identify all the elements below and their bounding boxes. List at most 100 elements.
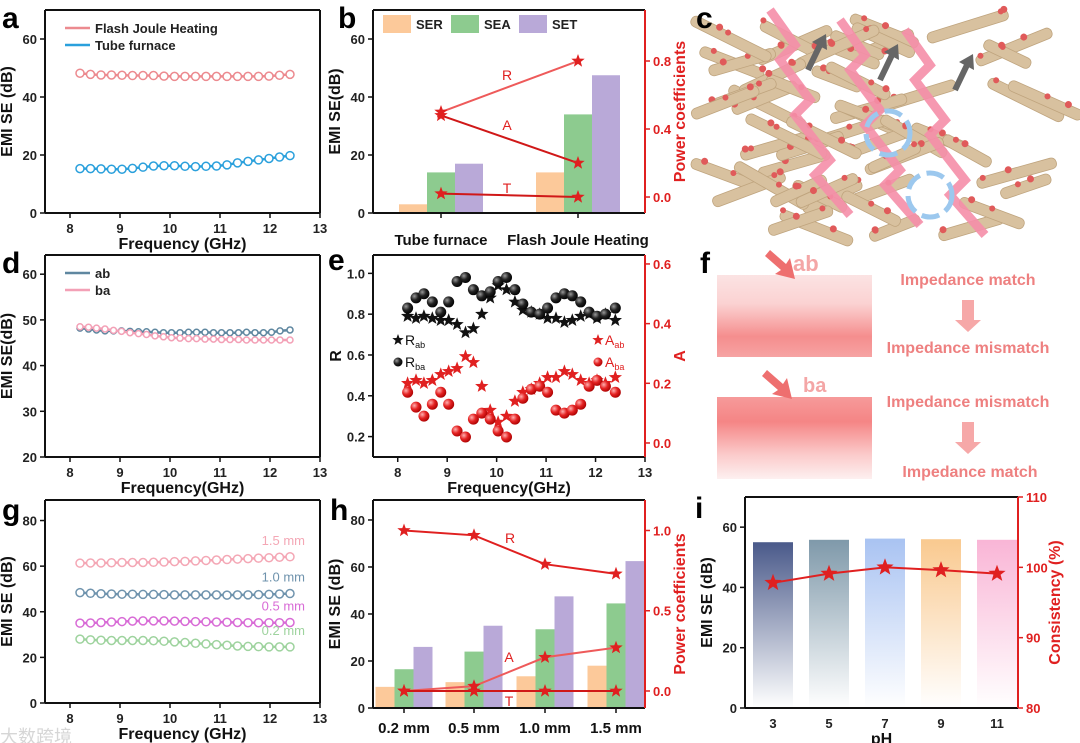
data-point [180, 71, 190, 82]
data-point [127, 163, 138, 174]
legend-subscript: ab [614, 340, 624, 350]
y2-tick-label: 80 [1026, 701, 1040, 716]
bar-sea [535, 629, 555, 708]
data-point [243, 553, 253, 564]
x-tick-label: 7 [881, 716, 888, 731]
coefficient-point-R [397, 523, 411, 537]
data-point [253, 589, 264, 600]
particle [828, 39, 836, 47]
data-point [253, 155, 264, 165]
data-point [222, 554, 232, 565]
data-point [180, 161, 190, 172]
x-tick-label: 11 [990, 716, 1004, 731]
reflection-arrow-icon [805, 43, 823, 72]
particle [701, 157, 709, 165]
y2-tick-label: 90 [1026, 631, 1040, 646]
coefficient-line-R [403, 529, 617, 575]
data-point [226, 335, 234, 344]
data-point [138, 557, 148, 568]
particle [868, 79, 875, 86]
data-point [232, 158, 243, 168]
data-point [85, 69, 96, 80]
arrowhead-icon [884, 44, 899, 60]
data-point [85, 163, 96, 174]
star-point [565, 367, 579, 380]
star-point [608, 370, 622, 383]
data-point [222, 160, 232, 170]
legend-ball-icon [393, 357, 403, 367]
particle [789, 59, 796, 66]
particle [938, 129, 946, 137]
x-tick-label: 8 [66, 221, 73, 236]
y-tick-label: 80 [351, 513, 365, 528]
data-point [159, 636, 169, 646]
legend-subscript: ba [614, 362, 624, 372]
data-point [148, 161, 159, 171]
data-point [222, 640, 232, 651]
ball-point [591, 374, 603, 386]
coefficient-point-A [609, 640, 623, 654]
data-point [190, 616, 201, 627]
y-axis-label: EMI SE(dB) [0, 313, 16, 399]
ball-point [484, 286, 496, 298]
star-point [475, 307, 489, 320]
panel-letter-c: c [696, 2, 713, 35]
particle [725, 29, 732, 36]
watermark: 大数跨境 [0, 727, 72, 743]
data-point [222, 617, 232, 628]
y2-tick-label: 110 [1026, 490, 1047, 505]
data-point [259, 328, 268, 337]
data-point [85, 588, 96, 599]
data-point [169, 71, 180, 82]
legend-label: Flash Joule Heating [95, 21, 218, 36]
data-point [127, 70, 138, 81]
y-tick-label: 60 [23, 559, 37, 574]
star-point [458, 349, 473, 363]
panel-letter-h: h [330, 494, 348, 527]
y2-axis-label: Power coefficients [672, 41, 689, 182]
x-tick-label: 9 [937, 716, 944, 731]
ball-point [609, 302, 621, 314]
data-point [211, 639, 222, 650]
category-label: Flash Joule Heating [507, 232, 649, 249]
legend-label: Aab [605, 332, 624, 350]
data-point [142, 330, 151, 339]
y-tick-label: 20 [23, 148, 37, 163]
data-point [264, 552, 274, 563]
coefficient-point-A [434, 108, 448, 122]
data-point [117, 557, 127, 568]
arrowhead-icon [959, 54, 974, 70]
ball-point [509, 413, 521, 425]
data-point [242, 336, 251, 344]
data-point [84, 323, 93, 331]
bar-set [483, 625, 503, 708]
data-point [184, 328, 193, 336]
particle [989, 205, 996, 212]
star-point [417, 376, 431, 389]
y2-tick-label: 1.0 [653, 523, 671, 538]
particle [952, 136, 959, 143]
bar-ser [375, 686, 395, 708]
ball-point [525, 306, 537, 318]
data-point [96, 588, 106, 599]
data-point [117, 70, 127, 80]
fiber-body [941, 134, 992, 168]
y-tick-label: 20 [23, 650, 37, 665]
x-axis-label: Frequency (GHz) [118, 726, 246, 743]
data-point [106, 617, 117, 627]
label-ab: ab [793, 251, 819, 276]
down-arrow-top-icon [955, 300, 981, 332]
star-point [491, 415, 505, 428]
ball-point [591, 310, 603, 322]
star-point [557, 364, 571, 377]
x-tick-label: 12 [263, 711, 277, 726]
data-point [75, 634, 85, 644]
legend-label: ba [95, 283, 111, 298]
data-point [211, 590, 222, 600]
x-tick-label: 12 [588, 465, 602, 480]
ball-point [550, 404, 562, 416]
particle [881, 22, 889, 30]
line-label-T: T [503, 180, 512, 196]
fiber-body [1000, 173, 1052, 200]
ball-point [575, 296, 587, 308]
